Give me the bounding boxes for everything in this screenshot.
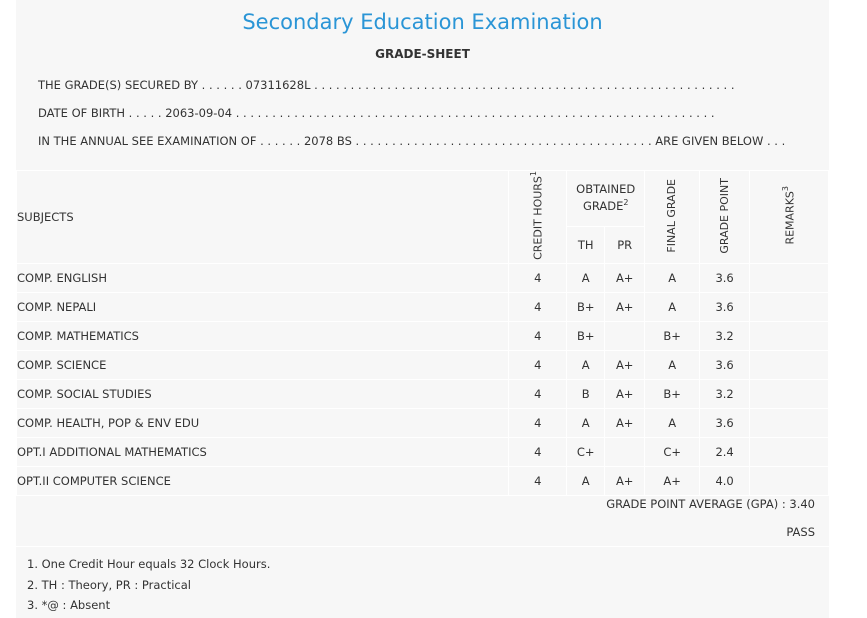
grade-point-cell: 3.2 <box>699 378 751 409</box>
pr-grade-cell <box>604 320 646 351</box>
table-row: COMP. MATHEMATICS 4 B+ B+ 3.2 <box>15 320 829 351</box>
credit-cell: 4 <box>508 465 568 496</box>
grade-point-cell: 4.0 <box>699 465 751 496</box>
pr-grade-cell: A+ <box>604 378 646 409</box>
final-grade-cell: A <box>644 407 701 438</box>
table-row: COMP. NEPALI 4 B+ A+ A 3.6 <box>15 291 829 322</box>
grades-table: SUBJECTS CREDIT HOURS1 OBTAINED GRADE2 F… <box>15 170 829 496</box>
table-row: COMP. ENGLISH 4 A A+ A 3.6 <box>15 262 829 293</box>
remarks-header: REMARKS3 <box>749 170 829 264</box>
subject-cell: OPT.II COMPUTER SCIENCE <box>15 465 510 496</box>
date-of-birth-line: DATE OF BIRTH . . . . . 2063-09-04 . . .… <box>38 106 715 120</box>
final-grade-cell: A <box>644 349 701 380</box>
credit-cell: 4 <box>508 407 568 438</box>
grade-point-cell: 3.6 <box>699 407 751 438</box>
grade-point-cell: 3.6 <box>699 349 751 380</box>
pr-grade-cell: A+ <box>604 349 646 380</box>
th-grade-cell: A <box>566 407 606 438</box>
grade-point-header: GRADE POINT <box>699 170 751 264</box>
subject-cell: COMP. HEALTH, POP & ENV EDU <box>15 407 510 438</box>
credit-cell: 4 <box>508 291 568 322</box>
pr-grade-cell: A+ <box>604 465 646 496</box>
th-grade-cell: B+ <box>566 320 606 351</box>
remarks-cell <box>749 320 829 351</box>
table-row: OPT.I ADDITIONAL MATHEMATICS 4 C+ C+ 2.4 <box>15 436 829 467</box>
footnote-theory-practical: 2. TH : Theory, PR : Practical <box>27 578 191 592</box>
credit-hours-header: CREDIT HOURS1 <box>508 170 568 264</box>
credit-cell: 4 <box>508 262 568 293</box>
final-grade-cell: A <box>644 291 701 322</box>
th-grade-cell: C+ <box>566 436 606 467</box>
remarks-cell <box>749 465 829 496</box>
th-grade-cell: A <box>566 349 606 380</box>
remarks-cell <box>749 436 829 467</box>
pr-header: PR <box>604 225 646 264</box>
subject-cell: COMP. MATHEMATICS <box>15 320 510 351</box>
th-grade-cell: A <box>566 262 606 293</box>
credit-cell: 4 <box>508 378 568 409</box>
th-grade-cell: B <box>566 378 606 409</box>
final-grade-cell: A <box>644 262 701 293</box>
examination-line: IN THE ANNUAL SEE EXAMINATION OF . . . .… <box>38 134 786 148</box>
th-grade-cell: B+ <box>566 291 606 322</box>
footnote-absent: 3. *@ : Absent <box>27 598 111 612</box>
subject-cell: COMP. NEPALI <box>15 291 510 322</box>
credit-cell: 4 <box>508 436 568 467</box>
subject-cell: COMP. SCIENCE <box>15 349 510 380</box>
credit-cell: 4 <box>508 349 568 380</box>
result-status: PASS <box>786 525 815 539</box>
grade-point-cell: 3.6 <box>699 291 751 322</box>
final-grade-cell: A+ <box>644 465 701 496</box>
subject-cell: OPT.I ADDITIONAL MATHEMATICS <box>15 436 510 467</box>
credit-cell: 4 <box>508 320 568 351</box>
table-row: COMP. HEALTH, POP & ENV EDU 4 A A+ A 3.6 <box>15 407 829 438</box>
pr-grade-cell: A+ <box>604 291 646 322</box>
table-row: COMP. SCIENCE 4 A A+ A 3.6 <box>15 349 829 380</box>
subjects-header: SUBJECTS <box>15 170 510 264</box>
page-title: Secondary Education Examination <box>242 10 603 34</box>
remarks-cell <box>749 262 829 293</box>
grade-point-cell: 3.6 <box>699 262 751 293</box>
table-row: COMP. SOCIAL STUDIES 4 B A+ B+ 3.2 <box>15 378 829 409</box>
grade-sheet-heading: GRADE-SHEET <box>375 47 470 61</box>
pr-grade-cell: A+ <box>604 262 646 293</box>
th-header: TH <box>566 225 606 264</box>
grade-point-cell: 2.4 <box>699 436 751 467</box>
gpa-summary: GRADE POINT AVERAGE (GPA) : 3.40 <box>606 497 815 511</box>
remarks-cell <box>749 407 829 438</box>
pr-grade-cell: A+ <box>604 407 646 438</box>
grade-point-cell: 3.2 <box>699 320 751 351</box>
final-grade-cell: C+ <box>644 436 701 467</box>
footnote-credit-hour: 1. One Credit Hour equals 32 Clock Hours… <box>27 557 271 571</box>
subject-cell: COMP. ENGLISH <box>15 262 510 293</box>
final-grade-cell: B+ <box>644 320 701 351</box>
final-grade-cell: B+ <box>644 378 701 409</box>
subject-cell: COMP. SOCIAL STUDIES <box>15 378 510 409</box>
final-grade-header: FINAL GRADE <box>644 170 701 264</box>
th-grade-cell: A <box>566 465 606 496</box>
table-row: OPT.II COMPUTER SCIENCE 4 A A+ A+ 4.0 <box>15 465 829 496</box>
pr-grade-cell <box>604 436 646 467</box>
secured-by-line: THE GRADE(S) SECURED BY . . . . . . 0731… <box>38 78 735 92</box>
divider <box>16 546 829 547</box>
obtained-grade-header: OBTAINED GRADE2 <box>566 170 646 227</box>
remarks-cell <box>749 291 829 322</box>
remarks-cell <box>749 349 829 380</box>
remarks-cell <box>749 378 829 409</box>
